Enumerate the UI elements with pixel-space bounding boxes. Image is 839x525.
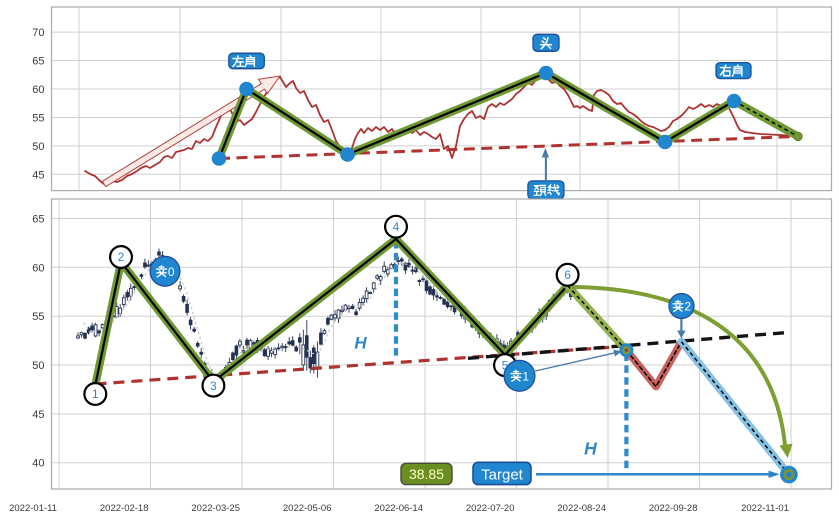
svg-text:50: 50 xyxy=(32,360,44,372)
svg-text:65: 65 xyxy=(32,56,44,68)
svg-text:45: 45 xyxy=(32,409,44,421)
svg-text:2022-05-06: 2022-05-06 xyxy=(283,503,332,514)
svg-text:2: 2 xyxy=(118,250,125,264)
svg-text:6: 6 xyxy=(564,268,571,282)
svg-text:0: 0 xyxy=(168,265,175,279)
svg-text:55: 55 xyxy=(32,113,44,125)
svg-text:3: 3 xyxy=(210,379,217,393)
svg-text:50: 50 xyxy=(32,141,44,153)
svg-text:2022-02-18: 2022-02-18 xyxy=(100,503,149,514)
svg-text:38.85: 38.85 xyxy=(409,466,444,482)
svg-text:4: 4 xyxy=(393,220,400,234)
svg-text:45: 45 xyxy=(32,169,44,181)
svg-text:H: H xyxy=(584,439,597,459)
svg-text:60: 60 xyxy=(32,262,44,274)
svg-text:60: 60 xyxy=(32,84,44,96)
svg-text:55: 55 xyxy=(32,311,44,323)
svg-text:2022-06-14: 2022-06-14 xyxy=(374,503,423,514)
svg-text:2: 2 xyxy=(684,300,691,314)
svg-text:70: 70 xyxy=(32,27,44,39)
svg-text:65: 65 xyxy=(32,214,44,226)
svg-text:2022-08-24: 2022-08-24 xyxy=(557,503,606,514)
svg-text:2022-01-11: 2022-01-11 xyxy=(9,503,57,514)
svg-text:Target: Target xyxy=(481,467,524,484)
svg-text:2022-07-20: 2022-07-20 xyxy=(466,503,515,514)
svg-text:5: 5 xyxy=(502,358,509,372)
svg-text:1: 1 xyxy=(522,370,529,384)
svg-text:H: H xyxy=(354,334,367,353)
svg-text:2022-03-25: 2022-03-25 xyxy=(191,503,240,514)
svg-text:40: 40 xyxy=(32,458,44,470)
svg-text:1: 1 xyxy=(92,387,99,401)
svg-text:2022-09-28: 2022-09-28 xyxy=(649,503,698,514)
svg-text:2022-11-01: 2022-11-01 xyxy=(741,503,789,514)
